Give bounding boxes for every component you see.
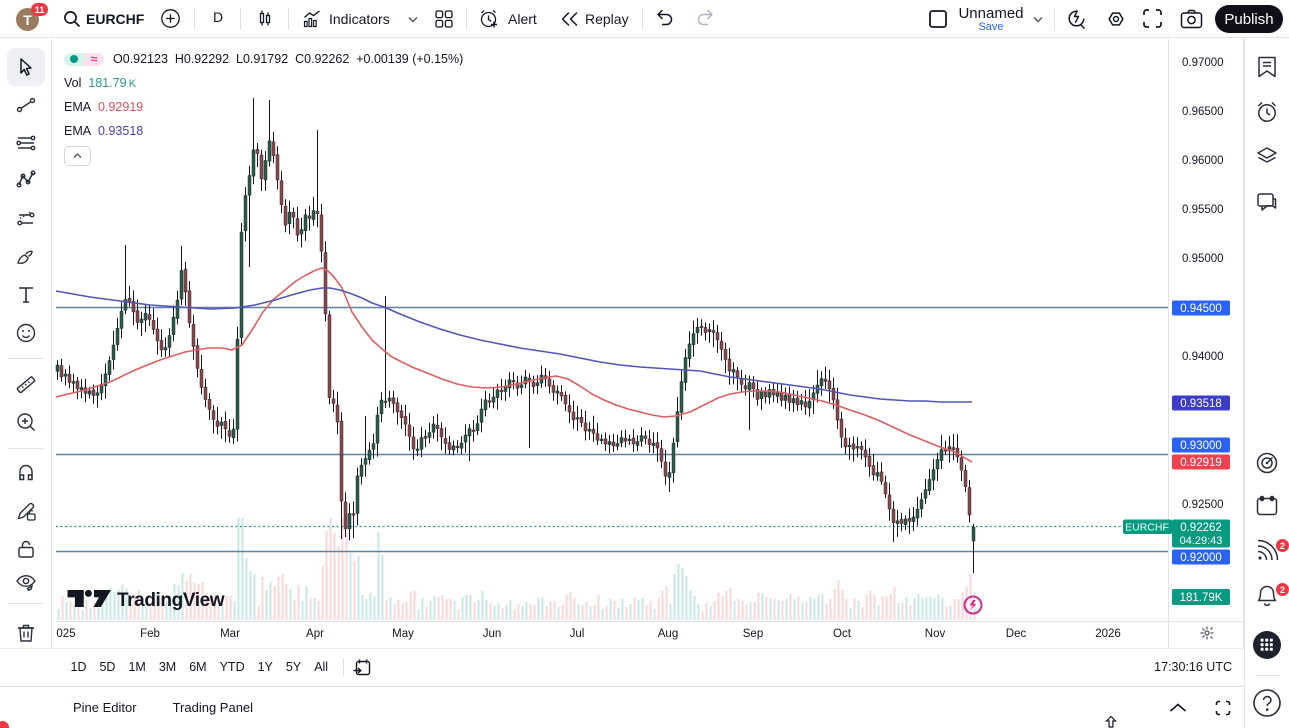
svg-text:Mar: Mar [220, 628, 240, 640]
svg-text:Dec: Dec [1006, 628, 1027, 640]
svg-text:181.79K: 181.79K [1180, 592, 1223, 604]
svg-text:0.95500: 0.95500 [1182, 204, 1224, 216]
svg-text:0.92000: 0.92000 [1180, 552, 1222, 564]
svg-text:0.92262: 0.92262 [1180, 522, 1222, 534]
svg-text:0.93000: 0.93000 [1180, 440, 1222, 452]
svg-text:0.94000: 0.94000 [1182, 351, 1224, 363]
svg-text:TradingView: TradingView [117, 590, 225, 611]
svg-text:04:29:43: 04:29:43 [1180, 535, 1223, 547]
svg-text:0.96000: 0.96000 [1182, 155, 1224, 167]
svg-text:025: 025 [56, 628, 75, 640]
svg-text:Aug: Aug [658, 628, 678, 640]
svg-text:May: May [392, 628, 414, 640]
svg-text:Nov: Nov [925, 628, 946, 640]
svg-text:0.93518: 0.93518 [1180, 398, 1222, 410]
svg-text:0.94500: 0.94500 [1180, 303, 1222, 315]
svg-text:Jul: Jul [570, 628, 585, 640]
svg-text:2026: 2026 [1095, 628, 1121, 640]
svg-text:EURCHF: EURCHF [1125, 522, 1169, 534]
svg-text:0.92500: 0.92500 [1182, 499, 1224, 511]
svg-text:0.95000: 0.95000 [1182, 253, 1224, 265]
svg-text:Jun: Jun [483, 628, 502, 640]
svg-text:0.97000: 0.97000 [1182, 57, 1224, 69]
svg-text:Oct: Oct [833, 628, 852, 640]
svg-text:Sep: Sep [743, 628, 763, 640]
svg-text:Feb: Feb [140, 628, 160, 640]
svg-text:Apr: Apr [306, 628, 324, 640]
svg-text:0.96500: 0.96500 [1182, 106, 1224, 118]
svg-text:0.92919: 0.92919 [1180, 457, 1222, 469]
